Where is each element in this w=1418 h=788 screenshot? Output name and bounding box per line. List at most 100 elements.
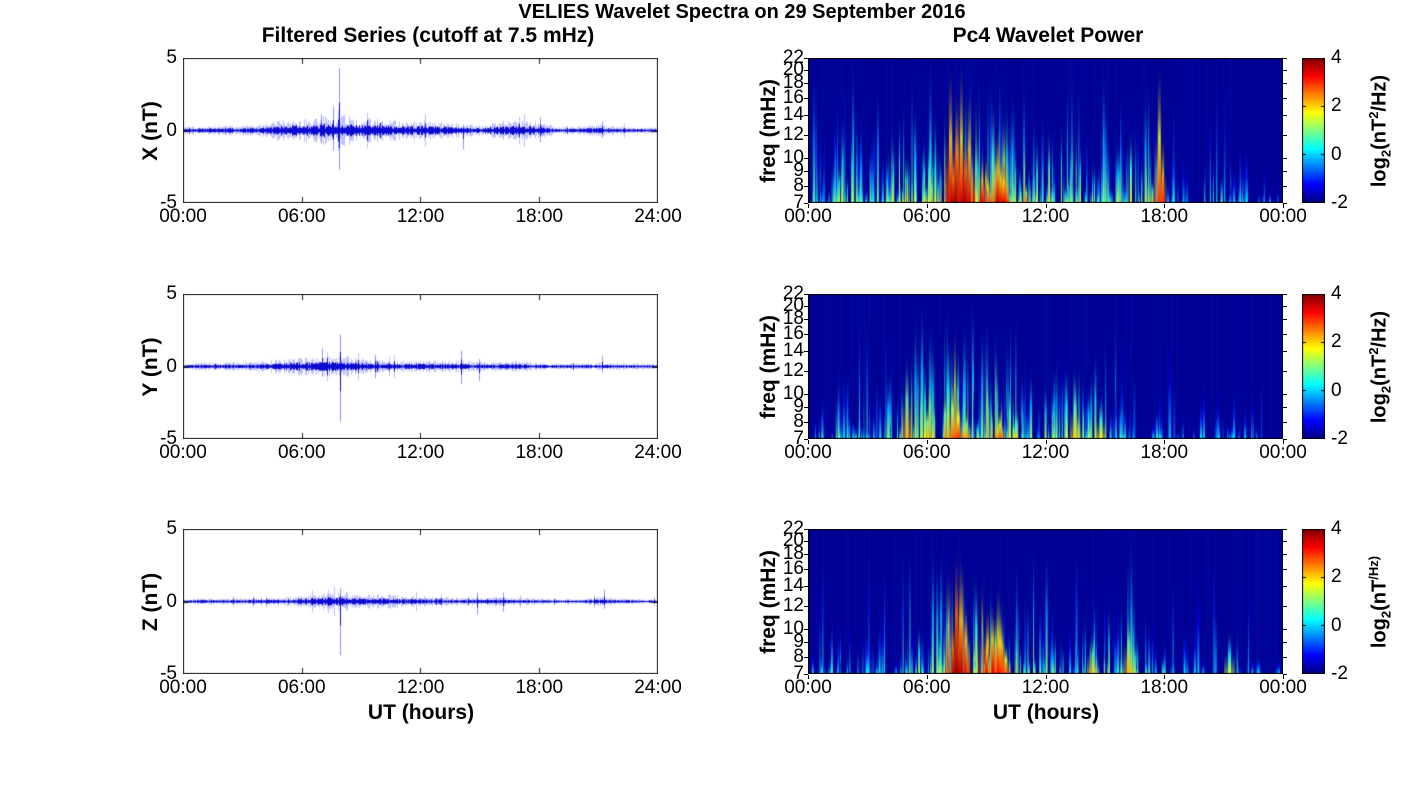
freq-tick-label: 16 <box>782 87 804 109</box>
x-tick-label: 00:00 <box>1259 677 1307 698</box>
axis-tick-mark <box>1283 675 1284 679</box>
axis-tick-mark <box>1283 351 1287 352</box>
axis-tick-mark <box>1283 306 1287 307</box>
left-column-title: Filtered Series (cutoff at 7.5 mHz) <box>261 24 595 47</box>
axis-tick-mark <box>1283 334 1287 335</box>
axis-tick-mark <box>804 294 808 295</box>
axis-tick-mark <box>804 70 808 71</box>
axis-tick-mark <box>804 586 808 587</box>
right-column-title: Pc4 Wavelet Power <box>952 24 1144 47</box>
freq-tick-label: 7 <box>793 192 804 213</box>
y-tick-label: 5 <box>166 518 177 539</box>
axis-tick-mark <box>1283 203 1287 204</box>
x-tick-label: 12:00 <box>396 677 445 698</box>
axis-tick-mark <box>1283 629 1287 630</box>
y-tick-label: -5 <box>160 663 177 684</box>
freq-tick-label: 22 <box>782 283 804 304</box>
axis-tick-mark <box>1164 440 1165 444</box>
x-axis-label-right: UT (hours) <box>992 701 1100 724</box>
axis-tick-mark <box>808 440 809 444</box>
colorbar-tick-label: 0 <box>1331 614 1342 636</box>
axis-tick-mark <box>1283 541 1287 542</box>
axis-tick-mark <box>1283 422 1287 423</box>
axis-tick-mark <box>1283 204 1284 208</box>
x-tick-label: 12:00 <box>1021 677 1070 698</box>
axis-tick-mark <box>1283 440 1284 444</box>
axis-tick-mark <box>1164 675 1165 679</box>
freq-tick-label: 22 <box>782 518 804 539</box>
freq-tick-label: 12 <box>782 594 804 616</box>
colorbar-label: log2(nT/Hz)/Hz)2 <box>1366 555 1394 648</box>
y-tick-label: 5 <box>166 283 177 304</box>
axis-tick-mark <box>1283 394 1287 395</box>
x-tick-label: 00:00 <box>159 206 207 227</box>
x-tick-label: 06:00 <box>902 442 951 463</box>
freq-tick-label: 22 <box>782 47 804 68</box>
freq-tick-label: 14 <box>782 104 804 126</box>
axis-tick-mark <box>1283 70 1287 71</box>
freq-tick-label: 8 <box>793 646 804 668</box>
colorbar <box>1302 529 1325 674</box>
axis-tick-mark <box>1283 83 1287 84</box>
x-axis-label-left: UT (hours) <box>367 701 475 724</box>
axis-tick-mark <box>808 675 809 679</box>
axis-tick-mark <box>804 394 808 395</box>
freq-tick-label: 12 <box>782 123 804 145</box>
x-tick-label: 00:00 <box>159 442 207 463</box>
axis-tick-mark <box>804 319 808 320</box>
x-tick-label: 18:00 <box>1140 442 1189 463</box>
freq-tick-label: 20 <box>782 59 804 81</box>
axis-tick-mark <box>1283 186 1287 187</box>
y-tick-label: 5 <box>166 47 177 68</box>
x-tick-label: 06:00 <box>902 677 951 698</box>
axis-tick-mark <box>1283 115 1287 116</box>
freq-tick-label: 8 <box>793 411 804 433</box>
colorbar-tick-label: 0 <box>1331 379 1342 401</box>
y-tick-label: 0 <box>166 590 177 612</box>
axis-tick-mark <box>804 371 808 372</box>
colorbar-tick-label: 4 <box>1331 47 1342 68</box>
axis-tick-mark <box>804 83 808 84</box>
freq-tick-label: 20 <box>782 295 804 317</box>
axis-tick-mark <box>1046 204 1047 208</box>
freq-tick-label: 7 <box>793 428 804 449</box>
axis-tick-mark <box>1283 642 1287 643</box>
x-tick-label: 00:00 <box>1259 206 1307 227</box>
freq-tick-label: 20 <box>782 530 804 552</box>
axis-tick-mark <box>1283 294 1287 295</box>
axis-tick-mark <box>1283 586 1287 587</box>
freq-tick-label: 8 <box>793 175 804 197</box>
x-tick-label: 18:00 <box>515 677 564 698</box>
x-tick-label: 18:00 <box>515 206 564 227</box>
colorbar-tick-label: -2 <box>1331 663 1348 684</box>
axis-tick-mark <box>804 158 808 159</box>
axis-tick-mark <box>804 674 808 675</box>
axis-tick-mark <box>1283 158 1287 159</box>
axis-tick-mark <box>804 554 808 555</box>
axis-tick-mark <box>1283 657 1287 658</box>
axis-tick-mark <box>1283 439 1287 440</box>
freq-tick-label: 10 <box>782 146 804 168</box>
colorbar-tick-label: 4 <box>1331 518 1342 539</box>
axis-tick-mark <box>1283 371 1287 372</box>
freq-tick-label: 9 <box>793 396 804 418</box>
freq-tick-label: 14 <box>782 340 804 362</box>
axis-tick-mark <box>1283 171 1287 172</box>
colorbar-tick-label: 2 <box>1331 566 1342 588</box>
axis-tick-mark <box>804 58 808 59</box>
x-tick-label: 06:00 <box>902 206 951 227</box>
x-tick-label: 18:00 <box>1140 206 1189 227</box>
colorbar-tick-label: -2 <box>1331 428 1348 449</box>
axis-tick-mark <box>804 115 808 116</box>
x-tick-label: 12:00 <box>396 206 445 227</box>
freq-tick-label: 10 <box>782 617 804 639</box>
x-tick-label: 12:00 <box>396 442 445 463</box>
colorbar-tick-label: 2 <box>1331 95 1342 117</box>
axis-tick-mark <box>804 439 808 440</box>
x-tick-label: 00:00 <box>159 677 207 698</box>
x-tick-label: 00:00 <box>784 677 832 698</box>
axis-tick-mark <box>804 171 808 172</box>
timeseries-plot-y <box>183 294 658 439</box>
x-tick-label: 24:00 <box>634 206 682 227</box>
